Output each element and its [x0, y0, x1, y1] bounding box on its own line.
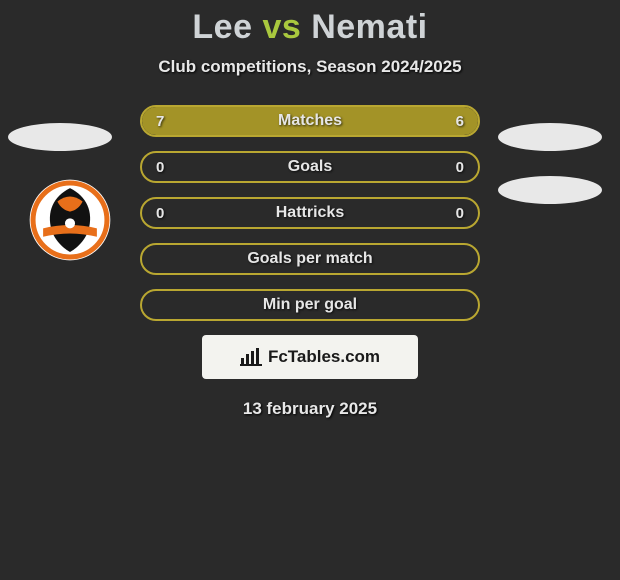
player1-name: Lee	[192, 8, 252, 46]
stat-value-left: 0	[156, 199, 164, 227]
stat-rows: Matches76Goals00Hattricks00Goals per mat…	[140, 105, 480, 321]
subtitle: Club competitions, Season 2024/2025	[0, 57, 620, 77]
stat-label: Min per goal	[142, 291, 478, 319]
stat-value-right: 0	[456, 153, 464, 181]
stat-row: Matches76	[140, 105, 480, 137]
stat-label: Goals per match	[142, 245, 478, 273]
stat-value-left: 0	[156, 153, 164, 181]
watermark: FcTables.com	[202, 335, 418, 379]
stat-row: Goals per match	[140, 243, 480, 275]
stat-label: Hattricks	[142, 199, 478, 227]
player2-name: Nemati	[311, 8, 427, 46]
date-label: 13 february 2025	[0, 399, 620, 419]
club-badge	[28, 178, 112, 262]
player2-marker-ellipse-1	[498, 123, 602, 151]
stat-row: Min per goal	[140, 289, 480, 321]
watermark-text: FcTables.com	[268, 347, 380, 367]
stat-label: Goals	[142, 153, 478, 181]
stat-row: Hattricks0 0	[140, 197, 480, 229]
stat-bar-right	[323, 107, 478, 135]
vs-label: vs	[262, 8, 301, 46]
stat-value-right: 0	[456, 199, 464, 227]
bar-chart-icon	[240, 348, 262, 366]
player2-marker-ellipse-2	[498, 176, 602, 204]
stat-bar-left	[142, 107, 323, 135]
stat-row: Goals0 0	[140, 151, 480, 183]
page-title: Lee vs Nemati	[0, 8, 620, 47]
player1-marker-ellipse	[8, 123, 112, 151]
